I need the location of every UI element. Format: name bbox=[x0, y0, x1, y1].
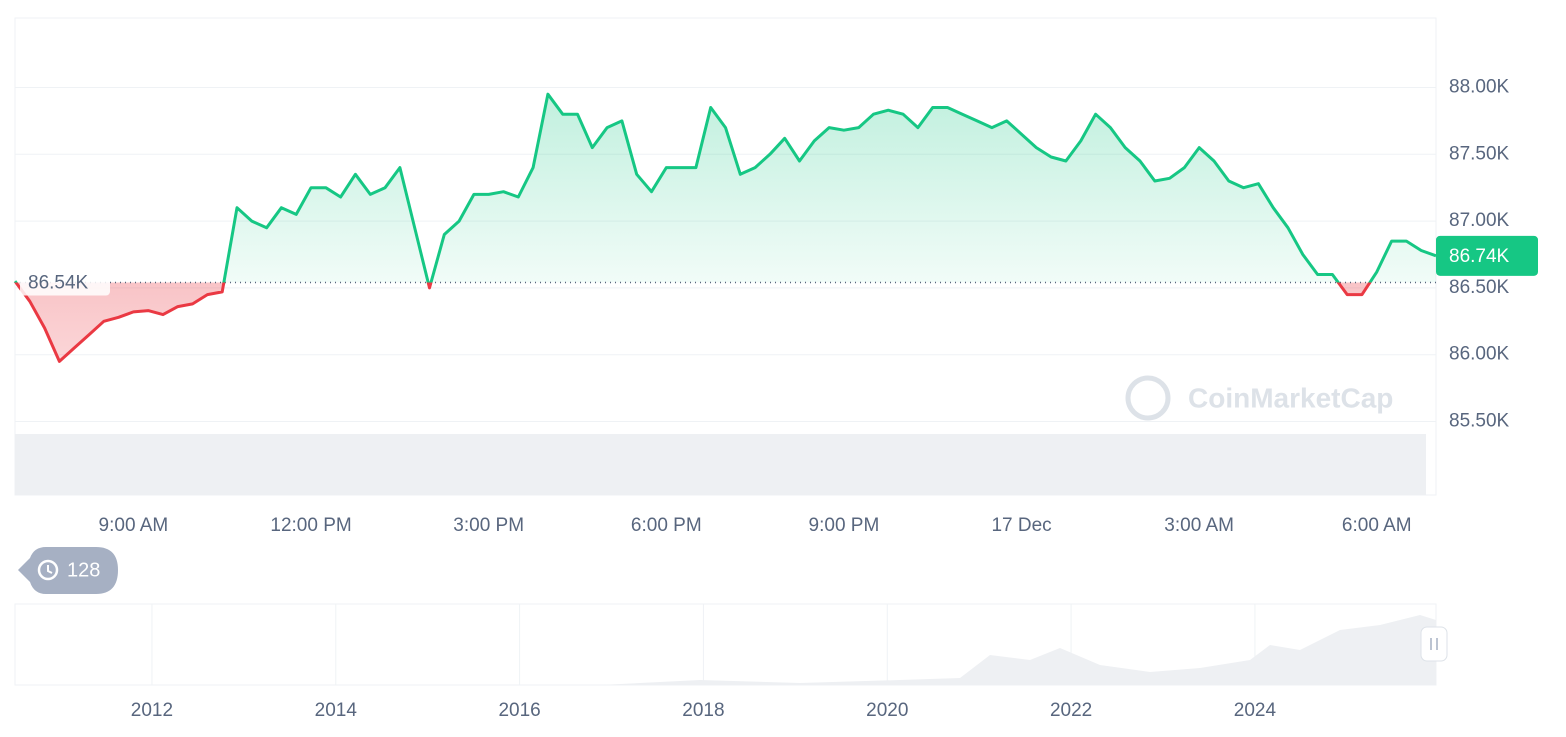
x-tick-label: 3:00 AM bbox=[1164, 515, 1234, 536]
navigator-tick-label: 2020 bbox=[866, 700, 908, 721]
navigator-tick-label: 2018 bbox=[682, 700, 724, 721]
x-tick-label: 6:00 AM bbox=[1342, 515, 1412, 536]
price-line bbox=[13, 92, 1437, 363]
current-price-label: 86.74K bbox=[1449, 246, 1510, 267]
navigator-tick-label: 2024 bbox=[1234, 700, 1277, 721]
history-badge[interactable]: 128 bbox=[18, 547, 118, 594]
handle-grip bbox=[1430, 638, 1438, 650]
watermark: CoinMarketCap bbox=[1125, 375, 1393, 421]
x-tick-label: 6:00 PM bbox=[631, 515, 702, 536]
y-tick-label: 88.00K bbox=[1449, 76, 1510, 97]
x-tick-label: 3:00 PM bbox=[453, 515, 524, 536]
area bbox=[15, 94, 1436, 362]
navigator-tick-label: 2016 bbox=[498, 700, 540, 721]
main-plot: 85.50K 86.00K 86.50K 87.00K 87.50K 88.00K 86.5… bbox=[13, 76, 1538, 536]
navigator: 2012 2014 2016 2018 2020 2022 2024 bbox=[131, 604, 1277, 721]
history-count: 128 bbox=[67, 559, 100, 581]
volume-band bbox=[15, 434, 1426, 495]
watermark-text: CoinMarketCap bbox=[1188, 382, 1393, 413]
y-tick-label: 86.50K bbox=[1449, 277, 1510, 298]
navigator-handle[interactable] bbox=[1420, 626, 1448, 662]
x-tick-label: 17 Dec bbox=[991, 515, 1051, 536]
navigator-tick-label: 2022 bbox=[1050, 700, 1092, 721]
x-tick-label: 9:00 PM bbox=[809, 515, 880, 536]
navigator-tick-label: 2014 bbox=[315, 700, 358, 721]
y-tick-label: 86.00K bbox=[1449, 344, 1510, 365]
x-tick-label: 12:00 PM bbox=[270, 515, 351, 536]
y-tick-label: 87.00K bbox=[1449, 210, 1510, 231]
current-price-tag bbox=[1436, 235, 1538, 276]
baseline-label-bg bbox=[20, 267, 110, 296]
y-tick-label: 85.50K bbox=[1449, 411, 1510, 432]
x-tick-label: 9:00 AM bbox=[99, 515, 169, 536]
navigator-tick-label: 2012 bbox=[131, 700, 173, 721]
navigator-area bbox=[15, 615, 1436, 685]
y-tick-label: 87.50K bbox=[1449, 143, 1510, 164]
baseline-label: 86.54K bbox=[28, 273, 89, 294]
